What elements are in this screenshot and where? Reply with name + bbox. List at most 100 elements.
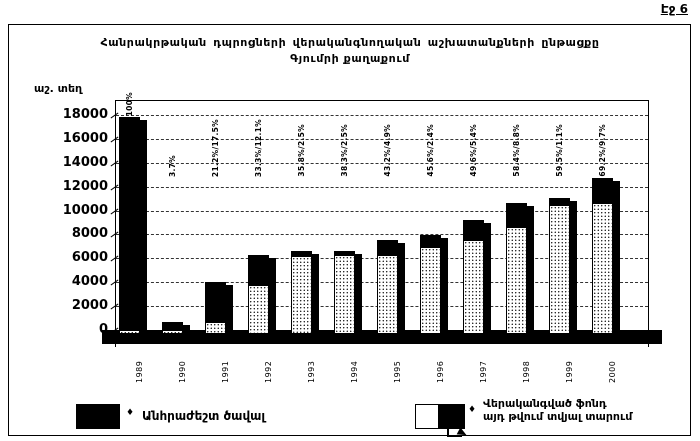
gridline xyxy=(116,138,648,140)
y-tick-label: 2000 xyxy=(71,298,108,314)
chart-header: Հանրակրթական դպրոցների վերականգնողական ա… xyxy=(0,36,700,65)
bar-segment-restored-fund xyxy=(292,256,311,333)
x-axis-year-label: 1995 xyxy=(393,360,402,383)
x-axis-year-label: 1991 xyxy=(221,360,230,383)
chart-subtitle: Գյումրի քաղաքում xyxy=(290,52,410,65)
gridline xyxy=(116,162,648,164)
bar xyxy=(463,220,484,334)
bar-segment-restored-fund xyxy=(335,256,354,333)
diamond-bullet-icon: ♦ xyxy=(126,408,135,418)
x-axis-year-label: 1993 xyxy=(307,360,316,383)
bar xyxy=(205,282,226,334)
bar-percent-label: 43.2%/4.9% xyxy=(383,124,392,177)
bar-segment-current-year xyxy=(206,283,225,323)
legend-restored-swatch xyxy=(415,404,465,429)
bar-3d-side xyxy=(354,253,362,335)
x-axis-year-label: 2000 xyxy=(608,360,617,383)
bar-segment-current-year xyxy=(120,118,139,331)
x-axis-year-label: 1999 xyxy=(565,360,574,383)
bar-segment-current-year xyxy=(378,241,397,256)
y-tick-label: 4000 xyxy=(71,274,108,290)
gridline xyxy=(116,186,648,188)
bar xyxy=(248,254,269,334)
bar xyxy=(420,235,441,334)
bar-segment-restored-fund xyxy=(507,227,526,333)
y-tick-label: 8000 xyxy=(71,226,108,242)
bar xyxy=(162,321,183,334)
bar-3d-side xyxy=(483,223,491,335)
bar-percent-label: 35.8%/2.5% xyxy=(297,124,306,177)
y-tick-label: 6000 xyxy=(71,250,108,266)
gridline xyxy=(116,115,648,116)
bar xyxy=(291,251,312,334)
bar-3d-side xyxy=(440,238,448,335)
x-axis-year-label: 1997 xyxy=(479,360,488,383)
bar-percent-label: 58.4%/8.8% xyxy=(512,124,521,177)
bar-segment-restored-fund xyxy=(120,330,139,333)
bar-3d-side xyxy=(569,201,577,335)
y-tick-label: 12000 xyxy=(62,178,108,194)
bar-segment-current-year xyxy=(464,221,483,241)
bar-3d-side xyxy=(139,120,147,335)
y-tick-label: 14000 xyxy=(62,154,108,170)
x-axis-year-label: 1994 xyxy=(350,360,359,383)
bar-segment-current-year xyxy=(292,252,311,257)
bar xyxy=(119,117,140,334)
y-axis-unit-label: աշ. տեղ xyxy=(34,82,83,95)
bar xyxy=(377,240,398,334)
bar-percent-label: 38.3%/2.5% xyxy=(340,124,349,177)
x-axis-year-label: 1996 xyxy=(436,360,445,383)
bar-segment-current-year xyxy=(249,255,268,286)
y-tick-label: 16000 xyxy=(62,130,108,146)
bar-segment-current-year xyxy=(335,251,354,257)
bar-3d-side xyxy=(526,206,534,335)
bar-percent-label: 33.3%/12.1% xyxy=(254,118,263,177)
bar-segment-restored-fund xyxy=(550,206,569,333)
bar-segment-current-year xyxy=(593,179,612,204)
bar-segment-current-year xyxy=(421,236,440,248)
bar-segment-restored-fund xyxy=(249,285,268,333)
bar-3d-side xyxy=(225,285,233,335)
bar-segment-current-year xyxy=(507,204,526,228)
bar-percent-label: 59.5%/1.1% xyxy=(555,124,564,177)
page-number-label: Էջ 6 xyxy=(660,2,688,16)
legend-required-swatch xyxy=(76,404,120,429)
bar xyxy=(334,250,355,334)
bar-segment-restored-fund xyxy=(421,247,440,333)
legend-restored-label-line2: այդ թվում տվյալ տարում xyxy=(483,410,633,423)
bar-3d-side xyxy=(268,257,276,335)
bar-percent-label: 100% xyxy=(125,91,134,116)
bar xyxy=(506,203,527,334)
bar-percent-label: 45.6%/2.4% xyxy=(426,124,435,177)
legend-restored-swatch-white xyxy=(416,405,439,428)
bar-percent-label: 49.6%/5.4% xyxy=(469,124,478,177)
bar-3d-side xyxy=(397,243,405,335)
x-axis-year-label: 1989 xyxy=(135,360,144,383)
legend-required-label: Անհրաժեշտ ծավալ xyxy=(142,409,266,423)
arrow-icon xyxy=(447,427,462,437)
y-tick-label: 10000 xyxy=(62,202,108,218)
bar-3d-side xyxy=(311,254,319,335)
bar-segment-restored-fund xyxy=(206,322,225,333)
diamond-bullet-icon: ♦ xyxy=(468,405,477,415)
y-tick-label: 18000 xyxy=(62,107,108,122)
bar xyxy=(549,198,570,334)
chart-frame xyxy=(8,24,691,436)
bar-3d-side xyxy=(612,181,620,335)
gridline xyxy=(116,234,648,236)
chart-title: Հանրակրթական դպրոցների վերականգնողական ա… xyxy=(100,36,600,49)
legend-restored-label: Վերականգված ֆոնդ այդ թվում տվյալ տարում xyxy=(483,397,632,423)
x-axis-year-label: 1992 xyxy=(264,360,273,383)
bar-segment-restored-fund xyxy=(378,255,397,333)
bar-segment-current-year xyxy=(163,322,182,331)
bar-segment-current-year xyxy=(550,199,569,207)
bar-segment-restored-fund xyxy=(163,330,182,333)
legend-restored-swatch-black xyxy=(439,405,464,428)
bar xyxy=(592,178,613,334)
bar-3d-side xyxy=(182,324,190,335)
x-axis-year-label: 1998 xyxy=(522,360,531,383)
bar-segment-restored-fund xyxy=(593,203,612,333)
bar-percent-label: 21.2%/17.5% xyxy=(211,118,220,177)
x-axis-year-label: 1990 xyxy=(178,360,187,383)
